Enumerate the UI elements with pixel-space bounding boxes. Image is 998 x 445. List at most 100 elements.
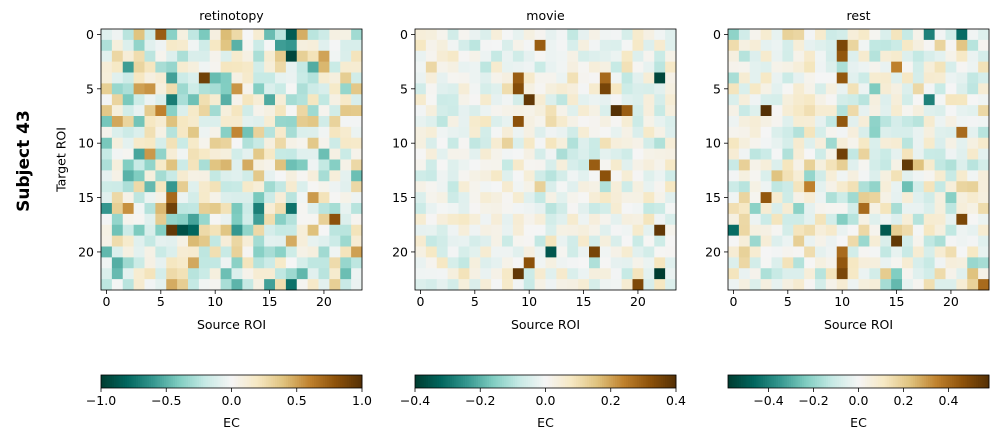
heatmap-cell <box>340 279 352 291</box>
heatmap-cell <box>760 279 772 291</box>
heatmap-cell <box>599 159 612 171</box>
heatmap-cell <box>610 268 622 280</box>
heatmap-cell <box>956 29 968 41</box>
heatmap-cell <box>177 137 189 149</box>
colorbar-segment <box>140 375 143 388</box>
colorbar-segment <box>508 375 512 388</box>
heatmap-cell <box>458 224 470 236</box>
heatmap-cell <box>351 268 363 280</box>
heatmap-cell <box>318 224 330 236</box>
heatmap-cell <box>415 83 427 95</box>
heatmap-cell <box>329 148 341 160</box>
heatmap-cell <box>296 279 308 291</box>
heatmap-cell <box>589 72 601 84</box>
heatmap-cell <box>307 170 319 182</box>
heatmap-cell <box>491 159 503 171</box>
heatmap-cell <box>815 279 827 291</box>
heatmap-cell <box>329 246 341 258</box>
heatmap-cell <box>133 94 145 106</box>
heatmap-cell <box>738 72 751 84</box>
heatmap-cell <box>923 61 935 73</box>
heatmap-cell <box>836 126 848 139</box>
heatmap-cell <box>945 72 957 84</box>
heatmap-cell <box>912 192 925 204</box>
colorbar-segment <box>745 375 748 388</box>
heatmap-cell <box>122 170 134 182</box>
heatmap-cell <box>815 170 827 182</box>
heatmap-cell <box>242 235 254 247</box>
heatmap-cell <box>836 29 848 41</box>
heatmap-cell <box>264 257 276 269</box>
heatmap-cell <box>545 268 557 280</box>
heatmap-cell <box>318 159 330 171</box>
colorbar-segment <box>586 375 590 388</box>
heatmap-cell <box>523 268 535 280</box>
heatmap-cell <box>209 203 221 215</box>
heatmap-cell <box>447 235 459 247</box>
heatmap-cell <box>599 61 612 73</box>
heatmap-cell <box>545 257 557 269</box>
heatmap-cell <box>578 235 590 247</box>
colorbar-segment <box>921 375 925 388</box>
heatmap-cell <box>512 29 525 41</box>
colorbar-segment <box>986 375 990 388</box>
heatmap-cell <box>220 148 232 160</box>
heatmap-cell <box>296 235 308 247</box>
heatmap-cell <box>771 50 783 62</box>
colorbar-segment <box>975 375 979 388</box>
heatmap-cell <box>599 279 612 291</box>
heatmap-cell <box>436 192 448 204</box>
heatmap-cell <box>934 83 946 95</box>
heatmap-cell <box>177 72 189 84</box>
colorbar-segment <box>534 375 538 388</box>
heatmap-cell <box>978 159 990 171</box>
colorbar-segment <box>767 375 770 388</box>
heatmap-cell <box>793 159 805 171</box>
heatmap-cell <box>425 105 438 117</box>
heatmap-cell <box>198 246 211 258</box>
heatmap-cell <box>502 61 514 73</box>
heatmap-cell <box>264 170 276 182</box>
heatmap-cell <box>967 181 979 193</box>
heatmap-cell <box>815 105 827 117</box>
heatmap-cell <box>610 192 622 204</box>
heatmap-cell <box>891 94 903 106</box>
heatmap-cell <box>502 192 514 204</box>
heatmap-cell <box>144 203 156 215</box>
colorbar-segment <box>460 375 464 388</box>
colorbar-segment <box>849 375 853 388</box>
heatmap-cell <box>578 279 590 291</box>
heatmap-cell <box>545 181 557 193</box>
heatmap-cell <box>978 83 990 95</box>
heatmap-cell <box>285 159 298 171</box>
heatmap-cell <box>847 148 859 160</box>
heatmap-cell <box>231 268 243 280</box>
colorbar-segment <box>967 375 970 388</box>
colorbar-segment <box>238 375 241 388</box>
colorbar-segment <box>279 375 282 388</box>
heatmap-cell <box>578 257 590 269</box>
heatmap-cell <box>891 126 903 139</box>
colorbar-segment <box>741 375 744 388</box>
heatmap-cell <box>945 268 957 280</box>
x-tick-label: 10 <box>521 294 537 309</box>
heatmap-cell <box>209 72 221 84</box>
heatmap-cell <box>923 148 935 160</box>
colorbar: −1.0 −0.5 0.0 0.5 1.0EC <box>86 374 372 430</box>
colorbar-segment <box>736 375 740 388</box>
heatmap-cell <box>523 279 535 291</box>
heatmap-cell <box>782 170 794 182</box>
heatmap-cell <box>329 279 341 291</box>
heatmap-cell <box>447 126 459 139</box>
heatmap-cell <box>956 279 968 291</box>
heatmap-cell <box>133 159 145 171</box>
y-axis-label: Target ROI <box>54 127 69 193</box>
heatmap-cell <box>480 83 492 95</box>
heatmap-cell <box>578 94 590 106</box>
heatmap-cell <box>738 50 751 62</box>
heatmap-cell <box>891 257 903 269</box>
heatmap-cell <box>891 159 903 171</box>
heatmap-cell <box>760 246 772 258</box>
colorbar-segment <box>615 375 618 388</box>
heatmap-cell <box>665 72 677 84</box>
